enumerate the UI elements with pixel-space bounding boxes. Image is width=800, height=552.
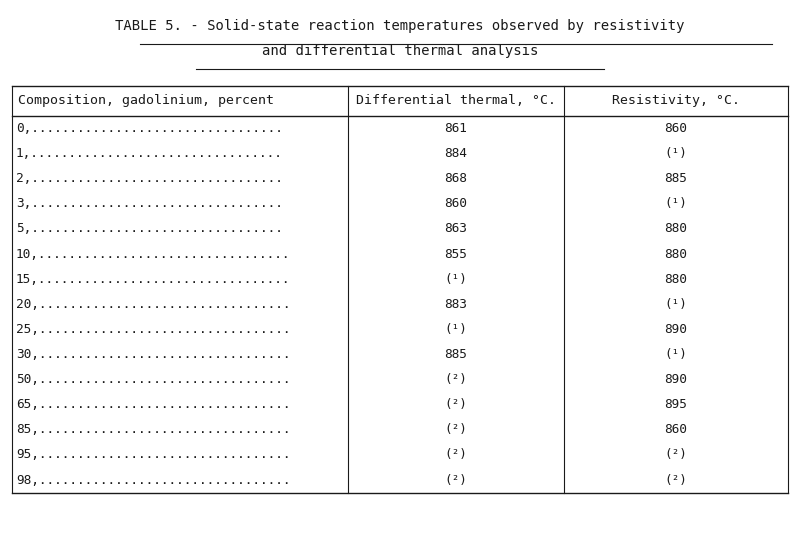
Text: 10,.................................: 10,................................. [16,247,290,261]
Text: Differential thermal, °C.: Differential thermal, °C. [356,94,556,107]
Text: TABLE 5. - Solid-state reaction temperatures observed by resistivity: TABLE 5. - Solid-state reaction temperat… [115,19,685,33]
Text: (²): (²) [445,423,467,437]
Text: 890: 890 [665,373,687,386]
Text: 98,.................................: 98,................................. [16,474,290,487]
Text: 880: 880 [665,222,687,236]
Text: (¹): (¹) [665,348,687,361]
Text: Resistivity, °C.: Resistivity, °C. [612,94,740,107]
Text: and differential thermal analysis: and differential thermal analysis [262,44,538,58]
Text: 3,.................................: 3,................................. [16,197,283,210]
Text: 20,.................................: 20,................................. [16,298,290,311]
Text: 65,.................................: 65,................................. [16,398,290,411]
Text: 1,.................................: 1,................................. [16,147,283,160]
Text: 30,.................................: 30,................................. [16,348,290,361]
Text: (²): (²) [445,398,467,411]
Text: (¹): (¹) [665,147,687,160]
Text: (²): (²) [665,474,687,487]
Text: 85,.................................: 85,................................. [16,423,290,437]
Text: (²): (²) [665,448,687,461]
Text: 0,.................................: 0,................................. [16,122,283,135]
Text: 855: 855 [445,247,467,261]
Text: 860: 860 [665,122,687,135]
Text: Composition, gadolinium, percent: Composition, gadolinium, percent [18,94,274,107]
Text: (²): (²) [445,448,467,461]
Text: 885: 885 [445,348,467,361]
Text: 95,.................................: 95,................................. [16,448,290,461]
Text: 890: 890 [665,323,687,336]
Text: 2,.................................: 2,................................. [16,172,283,185]
Text: 860: 860 [665,423,687,437]
Text: (²): (²) [445,373,467,386]
Text: 15,.................................: 15,................................. [16,273,290,286]
Text: 863: 863 [445,222,467,236]
Text: 885: 885 [665,172,687,185]
Text: 895: 895 [665,398,687,411]
Text: 860: 860 [445,197,467,210]
Text: 880: 880 [665,247,687,261]
Text: 25,.................................: 25,................................. [16,323,290,336]
Text: (²): (²) [445,474,467,487]
Text: 5,.................................: 5,................................. [16,222,283,236]
Text: 868: 868 [445,172,467,185]
Text: (¹): (¹) [665,197,687,210]
Text: 883: 883 [445,298,467,311]
Text: (¹): (¹) [445,323,467,336]
Text: 861: 861 [445,122,467,135]
Text: (¹): (¹) [665,298,687,311]
Text: (¹): (¹) [445,273,467,286]
Text: 50,.................................: 50,................................. [16,373,290,386]
Text: 884: 884 [445,147,467,160]
Text: 880: 880 [665,273,687,286]
